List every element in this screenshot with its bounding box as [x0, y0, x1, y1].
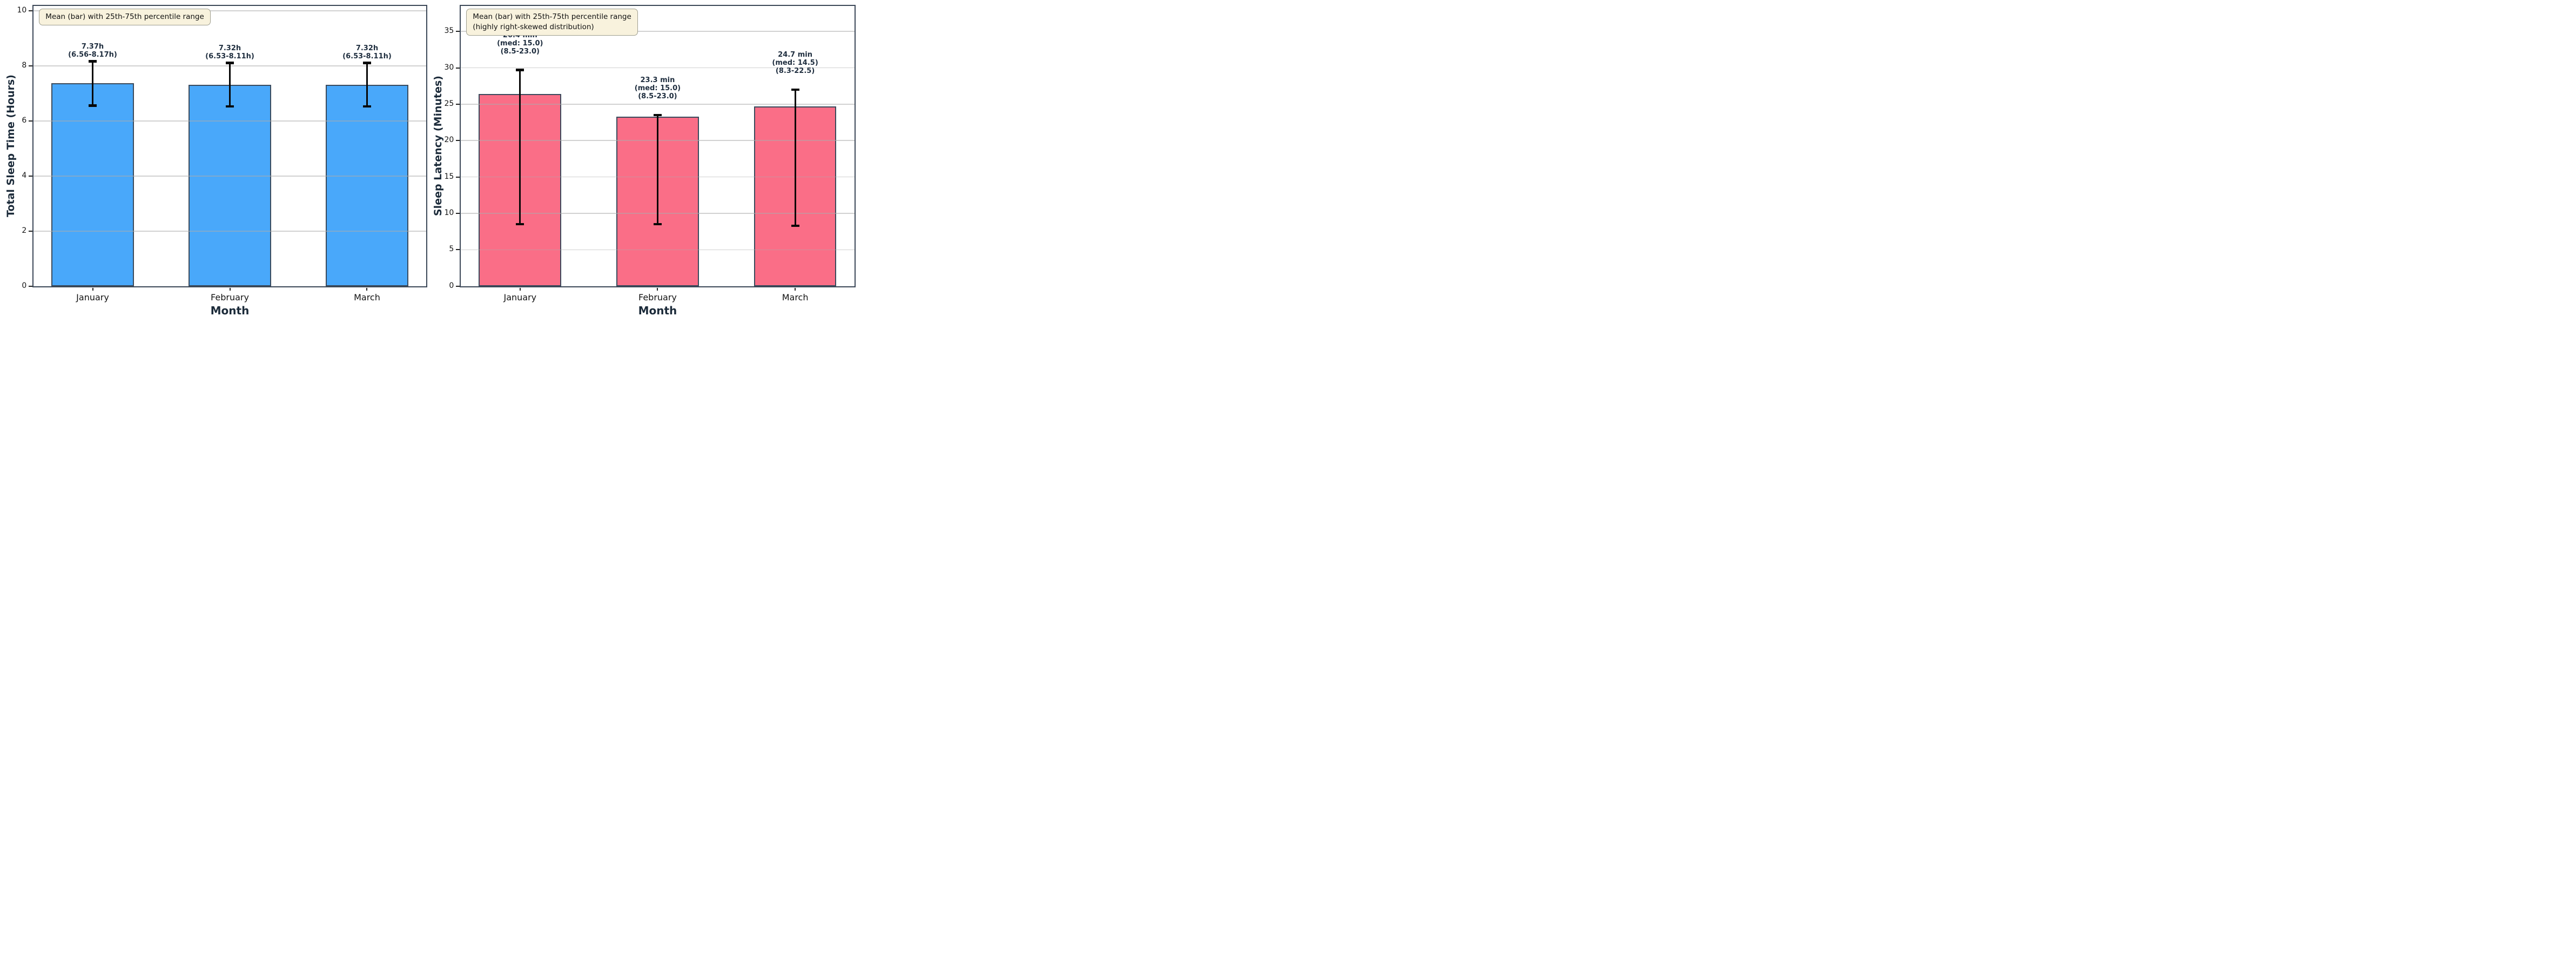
x-tick-label-january: January — [76, 292, 109, 302]
error-bar-march — [794, 89, 796, 226]
x-tick-label-january: January — [503, 292, 537, 302]
y-tick-label-35: 35 — [444, 26, 454, 36]
y-tick-label-4: 4 — [22, 171, 27, 180]
y-tick-mark — [28, 10, 32, 12]
error-cap-bottom — [226, 105, 234, 108]
error-bar-march — [366, 63, 368, 106]
y-tick-mark — [28, 120, 32, 122]
y-tick-mark — [455, 212, 460, 214]
y-tick-mark — [455, 249, 460, 251]
y-tick-label-10: 10 — [17, 6, 27, 15]
left-chart-total-sleep-time: 7.37h (6.56-8.17h) 7.32h (6.53-8.11h) 7.32… — [0, 0, 859, 318]
y-tick-label-2: 2 — [22, 226, 27, 235]
y-tick-mark — [28, 285, 32, 287]
error-cap-bottom — [516, 223, 524, 226]
gridline-y-10 — [33, 10, 426, 11]
y-tick-label-15: 15 — [444, 172, 454, 181]
x-tick-mark — [795, 287, 796, 291]
y-tick-mark — [455, 67, 460, 69]
error-cap-top — [516, 69, 524, 71]
bar-value-label-february: 23.3 min (med: 15.0) (8.5-23.0) — [634, 76, 681, 101]
x-tick-mark — [92, 287, 93, 291]
right-chart-sleep-latency: 26.4 min (med: 15.0) (8.5-23.0)23.3 min … — [0, 0, 859, 318]
error-cap-bottom — [653, 223, 662, 226]
gridline-y-6 — [33, 120, 426, 122]
error-bar-february — [656, 115, 658, 225]
y-tick-mark — [28, 65, 32, 67]
error-bar-january — [92, 61, 93, 106]
figure: 7.37h (6.56-8.17h) 7.32h (6.53-8.11h) 7.32… — [0, 0, 859, 318]
y-tick-label-25: 25 — [444, 99, 454, 108]
error-bar-february — [229, 63, 231, 106]
y-tick-mark — [455, 140, 460, 142]
bar-january — [51, 83, 134, 286]
y-tick-label-5: 5 — [449, 245, 454, 254]
gridline-y-25 — [461, 104, 855, 105]
x-axis-title: Month — [638, 304, 677, 317]
plot-frame — [459, 4, 856, 288]
error-cap-bottom — [89, 104, 97, 107]
bar-value-label-march: 7.32h (6.53-8.11h) — [342, 44, 392, 61]
error-cap-bottom — [362, 105, 371, 108]
error-cap-top — [653, 113, 662, 117]
x-tick-label-march: March — [354, 292, 380, 302]
error-cap-bottom — [791, 224, 799, 227]
bar-value-label-february: 7.32h (6.53-8.11h) — [205, 44, 254, 61]
y-tick-label-20: 20 — [444, 136, 454, 145]
x-tick-label-february: February — [211, 292, 249, 302]
error-cap-top — [89, 60, 97, 63]
y-tick-mark — [455, 176, 460, 178]
error-bar-january — [519, 70, 521, 225]
x-tick-mark — [229, 287, 231, 291]
error-cap-top — [226, 62, 234, 64]
y-tick-label-0: 0 — [22, 281, 27, 290]
x-tick-label-february: February — [638, 292, 677, 302]
gridline-y-30 — [461, 67, 855, 69]
x-tick-label-march: March — [782, 292, 809, 302]
y-axis-title: Sleep Latency (Minutes) — [432, 76, 445, 217]
y-tick-label-6: 6 — [22, 116, 27, 125]
y-tick-mark — [28, 230, 32, 232]
bar-february — [189, 84, 271, 286]
error-cap-top — [791, 88, 799, 91]
gridline-y-35 — [461, 31, 855, 32]
bar-march — [326, 84, 408, 286]
x-tick-mark — [657, 287, 658, 291]
bar-value-label-march: 24.7 min (med: 14.5) (8.3-22.5) — [772, 50, 818, 75]
y-tick-label-10: 10 — [444, 208, 454, 217]
x-tick-mark — [366, 287, 368, 291]
gridline-y-5 — [461, 249, 855, 251]
error-cap-top — [362, 62, 371, 64]
y-tick-label-8: 8 — [22, 61, 27, 70]
plot-frame — [32, 4, 428, 288]
legend-note: Mean (bar) with 25th-75th percentile ran… — [466, 9, 638, 36]
x-axis-title: Month — [210, 304, 250, 317]
y-tick-mark — [455, 103, 460, 105]
y-tick-mark — [455, 285, 460, 287]
y-tick-label-0: 0 — [449, 281, 454, 290]
x-tick-mark — [519, 287, 521, 291]
bar-value-label-january: 7.37h (6.56-8.17h) — [68, 43, 117, 59]
gridline-y-4 — [33, 176, 426, 177]
legend-note: Mean (bar) with 25th-75th percentile ran… — [39, 9, 211, 25]
gridline-y-2 — [33, 231, 426, 232]
y-tick-mark — [28, 175, 32, 177]
y-tick-mark — [455, 31, 460, 32]
y-tick-label-30: 30 — [444, 63, 454, 72]
